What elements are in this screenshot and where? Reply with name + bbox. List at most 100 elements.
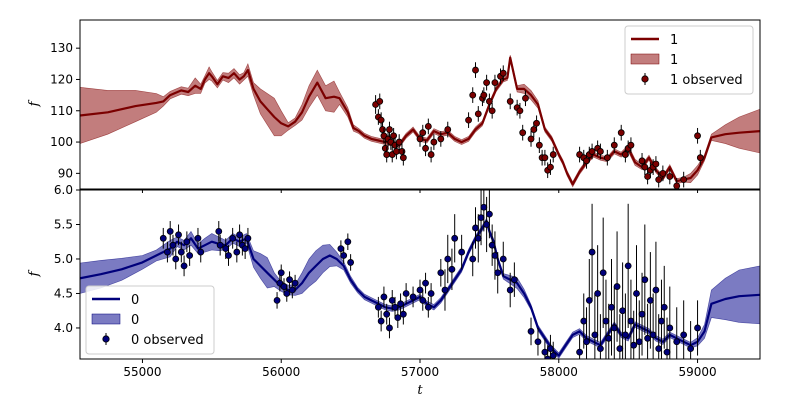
observed-point <box>580 317 588 325</box>
observed-point <box>494 269 502 277</box>
observed-point <box>597 148 604 155</box>
bottom-legend-band-swatch <box>91 313 121 325</box>
observed-point <box>164 248 171 256</box>
observed-point <box>441 286 449 294</box>
observed-point <box>437 269 445 277</box>
observed-point <box>660 303 668 311</box>
bottom-y-axis-label: f <box>27 269 42 277</box>
observed-point <box>480 91 488 99</box>
observed-point <box>621 151 629 158</box>
top-observed-layer <box>372 62 704 189</box>
observed-point <box>175 231 182 239</box>
observed-point <box>588 148 596 155</box>
observed-point <box>159 234 167 242</box>
observed-point <box>166 227 174 235</box>
observed-point <box>222 245 230 253</box>
uncertainty-band <box>80 55 760 188</box>
observed-point <box>399 310 407 318</box>
observed-point <box>183 238 191 246</box>
observed-point <box>344 238 352 246</box>
observed-point <box>485 210 493 218</box>
observed-point <box>491 252 499 259</box>
observed-point <box>399 154 407 162</box>
observed-point <box>283 290 291 297</box>
observed-point <box>658 317 665 325</box>
top-panel: 90 100 110 120 130 f 1 1 1 observed <box>27 19 761 193</box>
observed-point <box>499 69 507 77</box>
y-tick-label: 4.0 <box>54 321 73 335</box>
observed-point <box>277 269 285 277</box>
top-legend-band-swatch <box>630 53 660 65</box>
observed-point <box>186 252 194 259</box>
observed-point <box>273 296 281 304</box>
y-tick-label: 100 <box>50 135 73 149</box>
observed-point <box>652 286 660 294</box>
observed-point <box>659 169 667 177</box>
observed-point <box>390 132 398 140</box>
observed-point <box>376 97 384 105</box>
observed-point <box>652 160 660 168</box>
observed-point <box>621 331 629 339</box>
observed-point <box>474 110 482 118</box>
observed-point <box>381 144 389 152</box>
observed-point <box>613 283 621 290</box>
observed-point <box>483 221 491 228</box>
observed-point <box>694 324 701 332</box>
top-legend-line-label: 1 <box>670 33 678 48</box>
observed-point <box>383 310 391 318</box>
observed-point <box>527 328 535 335</box>
observed-point <box>624 262 632 270</box>
top-y-ticks: 90 100 110 120 130 <box>50 41 699 193</box>
observed-point <box>530 126 538 133</box>
observed-point <box>576 348 583 356</box>
observed-point <box>391 303 399 311</box>
observed-point <box>599 269 607 277</box>
observed-point <box>427 290 435 297</box>
observed-point <box>499 255 507 263</box>
observed-point <box>646 296 654 304</box>
observed-point <box>337 245 345 253</box>
top-band-layer <box>80 55 760 188</box>
bottom-panel: 4.0 4.5 5.0 5.5 6.0 55000 56000 57000 58000 5900… <box>27 183 761 398</box>
observed-point <box>409 293 417 301</box>
observed-point <box>416 135 424 143</box>
observed-point <box>419 129 427 137</box>
observed-point <box>602 317 610 325</box>
bottom-legend-observed-label: 0 observed <box>131 333 204 348</box>
observed-point <box>347 259 355 266</box>
observed-point <box>229 234 237 242</box>
observed-point <box>673 182 681 189</box>
y-tick-label: 4.5 <box>54 286 73 300</box>
observed-point <box>633 290 640 297</box>
observed-point <box>680 176 688 184</box>
y-tick-label: 130 <box>50 41 73 55</box>
observed-point <box>394 314 402 322</box>
top-legend-band-label: 1 <box>670 53 678 68</box>
observed-point <box>469 255 477 263</box>
y-tick-label: 120 <box>50 72 73 86</box>
observed-point <box>535 141 543 149</box>
observed-point <box>488 107 496 115</box>
observed-point <box>541 154 549 162</box>
observed-point <box>644 173 651 180</box>
observed-point <box>180 262 188 270</box>
observed-point <box>491 79 499 86</box>
observed-point <box>510 276 518 284</box>
observed-point <box>641 276 649 284</box>
y-tick-label: 5.5 <box>54 217 73 231</box>
bottom-band-layer <box>80 217 760 359</box>
top-legend-frame <box>624 25 754 95</box>
top-legend-marker-swatch <box>641 75 649 83</box>
observed-point <box>638 310 646 318</box>
observed-point <box>641 163 649 171</box>
observed-point <box>380 293 388 301</box>
observed-point <box>516 107 524 115</box>
observed-point <box>177 248 185 256</box>
observed-point <box>377 116 385 124</box>
y-tick-label: 5.0 <box>54 252 73 266</box>
observed-point <box>616 345 624 353</box>
observed-point <box>638 157 646 165</box>
observed-point <box>397 300 404 308</box>
bottom-legend-band-label: 0 <box>131 313 139 328</box>
